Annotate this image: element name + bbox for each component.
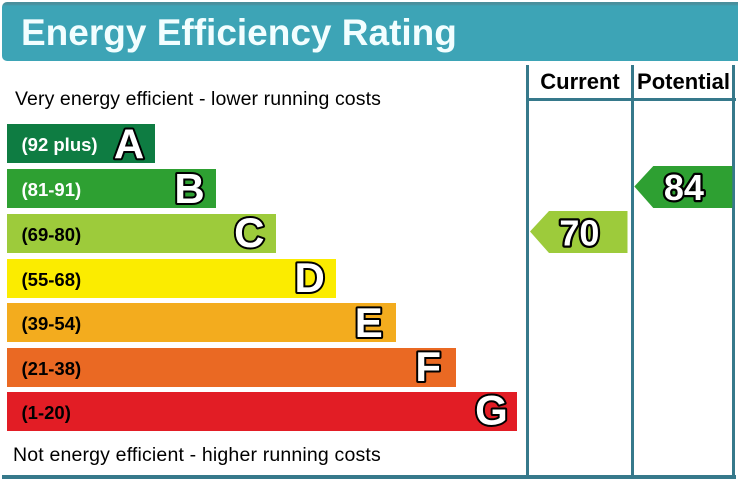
- svg-text:84: 84: [664, 167, 704, 208]
- svg-text:70: 70: [559, 213, 599, 254]
